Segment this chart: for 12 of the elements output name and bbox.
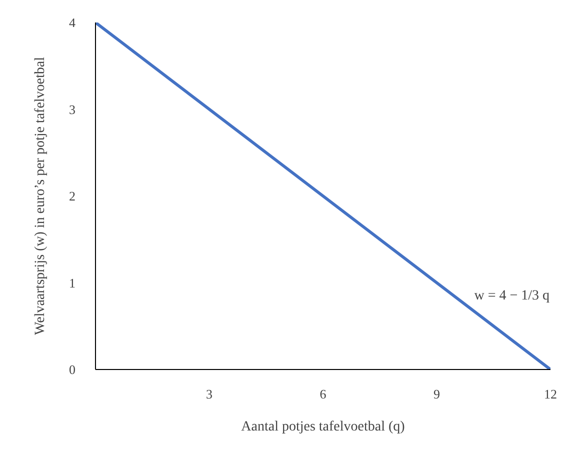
y-tick-label: 3: [69, 102, 76, 117]
x-tick-label: 9: [434, 386, 440, 402]
y-axis-title: Welvaartsprijs (w) in euro’s per potje tafelvoetbal: [33, 56, 48, 335]
x-axis-title: Aantal potjes tafelvoetbal (q): [241, 420, 406, 434]
x-tick-label: 12: [544, 386, 557, 402]
annotation: w = 4 − 1/3 q: [474, 288, 550, 304]
x-tick-label: 3: [206, 386, 212, 402]
y-tick-label: 2: [69, 188, 76, 204]
x-tick-label: 6: [320, 386, 327, 402]
y-tick-label: 1: [69, 275, 76, 290]
y-tick-label: 0: [69, 362, 76, 377]
y-tick-label: 4: [69, 15, 76, 30]
